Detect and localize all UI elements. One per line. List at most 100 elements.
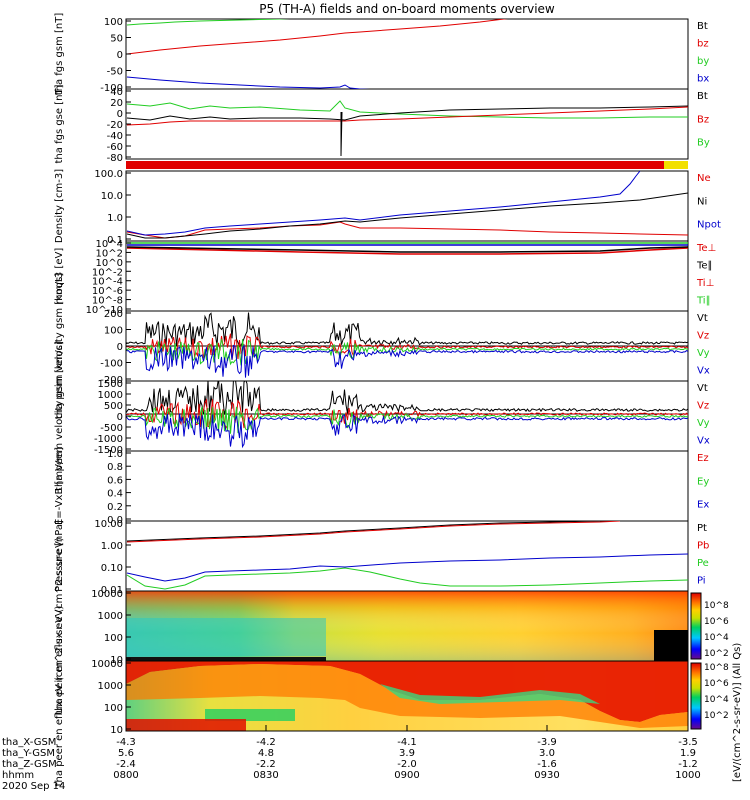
ytick-label-1-3: -20 — [107, 120, 123, 131]
x-row-label-2: tha_Z-GSM — [2, 759, 57, 770]
x-value-3-0: 0800 — [113, 770, 138, 781]
x-value-1-3: 3.0 — [539, 748, 555, 759]
ytick-label-6-2: 0.6 — [107, 475, 123, 486]
Ne-line — [126, 221, 688, 239]
ytick-label-7-3: 0.01 — [101, 585, 123, 596]
ytick-label-6-1: 0.8 — [107, 462, 123, 473]
legend-7-3: Pi — [697, 576, 706, 587]
legend-0-2: by — [697, 56, 709, 67]
ylabel-5: tha peem velocity gsm [km/s] — [54, 341, 65, 491]
colorbar-upper — [690, 592, 702, 660]
ytick-label-6-3: 0.4 — [107, 489, 123, 500]
peer-green-band — [380, 684, 600, 704]
ytick-label-5-1: 1000 — [98, 390, 123, 401]
Ni-line — [126, 192, 688, 239]
peer-low-red — [126, 719, 246, 731]
peir-frame — [125, 590, 689, 662]
x-value-1-1: 4.8 — [258, 748, 274, 759]
legend-0-1: bz — [697, 39, 709, 50]
ytick-label-0-3: -50 — [107, 67, 123, 78]
colorbars: 10^8 10^6 10^4 10^2 10^8 10^6 10^4 10^2 … — [690, 592, 743, 782]
cbar-upper-tick-4: 10^2 — [704, 649, 729, 659]
ytick-label-1-0: 40 — [110, 87, 123, 98]
ytick-label-7-0: 10.00 — [94, 519, 123, 530]
x-value-3-1: 0830 — [253, 770, 278, 781]
bx-line — [126, 76, 371, 89]
peir-spectrogram — [126, 591, 688, 661]
ytick-label-9-2: 100 — [104, 703, 123, 714]
date-label: 2020 Sep 14 — [2, 781, 65, 792]
ylabel-4: tha peim velocity gsm [km/s] — [54, 273, 65, 420]
ytick-label-4-0: 200 — [104, 309, 123, 320]
ytick-label-2-0: 100.0 — [94, 169, 123, 180]
cbar-lower-tick-1: 10^8 — [704, 663, 729, 673]
peer-spectrogram — [125, 660, 689, 732]
ytick-label-6-5: 0.0 — [107, 515, 123, 526]
peer-low-green — [205, 709, 295, 721]
figure-title: P5 (TH-A) fields and on-board moments ov… — [259, 2, 555, 16]
legend-4-1: Vz — [697, 331, 709, 342]
legend-1-2: By — [697, 138, 710, 149]
ytick-label-3-6: 10^-8 — [92, 296, 123, 307]
legend-2-0: Ne — [697, 173, 711, 184]
cbar-lower-tick-4: 10^2 — [704, 711, 729, 721]
mode-bar-red — [126, 161, 664, 169]
ytick-label-1-5: -60 — [107, 142, 123, 153]
ytick-label-5-3: 0 — [117, 412, 123, 423]
ytick-label-5-0: 1500 — [98, 379, 123, 390]
x-value-0-4: -3.5 — [678, 737, 698, 748]
ytick-label-2-1: 10.0 — [101, 191, 123, 202]
peir-low-energy-band — [126, 618, 326, 656]
ytick-label-2-3: 0.1 — [107, 235, 123, 246]
x-value-2-3: -1.6 — [537, 759, 557, 770]
x-value-2-4: -1.2 — [678, 759, 698, 770]
panel-2-lines — [126, 100, 688, 157]
legend-3-3: Ti∥ — [696, 296, 711, 307]
ytick-label-0-2: 0 — [117, 50, 123, 61]
legend-6-0: Ez — [697, 453, 709, 464]
ytick-label-3-0: 10^4 — [96, 239, 123, 250]
Vt-noise — [126, 312, 688, 348]
ytick-label-4-3: -100 — [100, 359, 123, 370]
x-value-3-3: 0930 — [534, 770, 559, 781]
ytick-label-6-4: 0.2 — [107, 502, 123, 513]
ytick-label-6-0: 1.0 — [107, 449, 123, 460]
legend-6-1: Ey — [697, 476, 709, 487]
cbar-lower-tick-3: 10^4 — [704, 695, 729, 705]
legend-7-1: Pb — [697, 541, 709, 552]
ytick-label-3-5: 10^-6 — [92, 286, 123, 297]
Pi-line — [126, 553, 688, 582]
cbar-lower-tick-2: 10^6 — [704, 679, 729, 689]
peir-bottom-strip — [126, 657, 326, 661]
x-axis-values: -4.3 -4.2 -4.1 -3.9 -3.5 5.6 4.8 3.9 3.0 1.9 -2.4 -… — [113, 737, 700, 781]
ytick-label-7-1: 1.00 — [101, 541, 123, 552]
ytick-label-7-2: 0.10 — [101, 563, 123, 574]
ylabel-3: moqt3 [eV] — [54, 248, 65, 305]
panel-3-frame — [125, 170, 689, 242]
Bz-line — [126, 106, 688, 126]
ytick-label-4-2: 0 — [117, 342, 123, 353]
ylabel-6: E=-VxB [mV/m] — [54, 447, 65, 525]
ylabel-7: Pressure [nPa] — [54, 520, 65, 592]
legend-5-2: Vy — [697, 418, 710, 429]
ytick-label-5-6: -1500 — [94, 445, 123, 456]
legend-1-0: Bt — [697, 91, 708, 102]
ytick-label-8-1: 1000 — [98, 611, 123, 622]
Pe-line — [126, 567, 688, 590]
legend-3-0: Te⊥ — [696, 243, 716, 254]
legend-0-0: Bt — [697, 21, 708, 32]
x-value-2-2: -2.0 — [397, 759, 417, 770]
ytick-label-8-2: 100 — [104, 633, 123, 644]
legend-2-1: Ni — [697, 196, 707, 207]
legend-5-1: Vz — [697, 401, 709, 412]
by-line — [126, 19, 291, 26]
ytick-label-4-4: -200 — [100, 375, 123, 386]
x-value-0-1: -4.2 — [256, 737, 276, 748]
By-line — [126, 100, 688, 119]
legend-4-3: Vx — [697, 366, 710, 377]
x-value-1-0: 5.6 — [118, 748, 134, 759]
ytick-label-1-6: -80 — [107, 153, 123, 164]
Bt-spike — [340, 111, 343, 157]
